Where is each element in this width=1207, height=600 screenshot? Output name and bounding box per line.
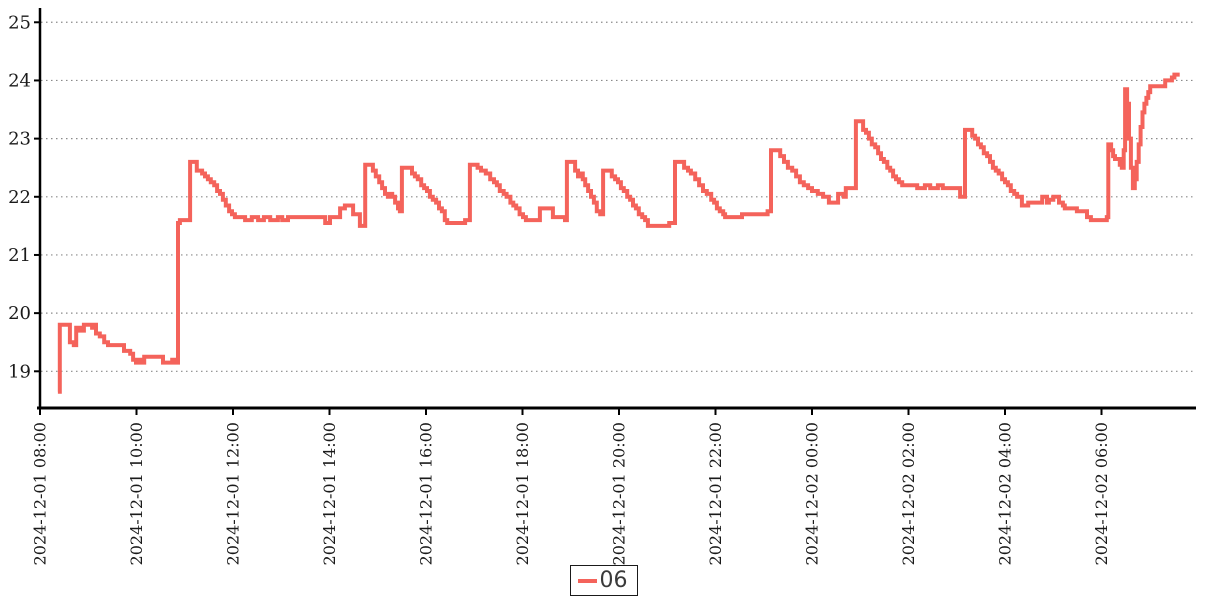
legend-box: 06 bbox=[569, 565, 638, 596]
series-line-06 bbox=[57, 72, 1180, 394]
x-tick-label: 2024-12-01 10:00 bbox=[127, 422, 146, 565]
x-tick-label: 2024-12-02 06:00 bbox=[1092, 422, 1111, 565]
y-tick-label: 24 bbox=[8, 70, 31, 91]
y-tick-label: 22 bbox=[8, 187, 31, 208]
x-tick-label: 2024-12-02 00:00 bbox=[803, 422, 822, 565]
x-tick-label: 2024-12-01 08:00 bbox=[31, 422, 50, 565]
legend-label: 06 bbox=[599, 568, 628, 593]
x-tick-label: 2024-12-01 18:00 bbox=[513, 422, 532, 565]
y-tick-label: 25 bbox=[8, 12, 31, 33]
x-tick-label: 2024-12-01 22:00 bbox=[706, 422, 725, 565]
x-tick-label: 2024-12-01 16:00 bbox=[417, 422, 436, 565]
x-tick-label: 2024-12-02 04:00 bbox=[996, 422, 1015, 565]
x-tick-label: 2024-12-02 02:00 bbox=[899, 422, 918, 565]
y-tick-label: 23 bbox=[8, 129, 31, 150]
legend-line-swatch bbox=[577, 578, 597, 583]
x-tick-label: 2024-12-01 12:00 bbox=[224, 422, 243, 565]
x-tick-label: 2024-12-01 20:00 bbox=[610, 422, 629, 565]
y-tick-label: 20 bbox=[8, 303, 31, 324]
y-tick-label: 21 bbox=[8, 245, 31, 266]
y-tick-label: 19 bbox=[8, 361, 31, 382]
x-tick-label: 2024-12-01 14:00 bbox=[320, 422, 339, 565]
